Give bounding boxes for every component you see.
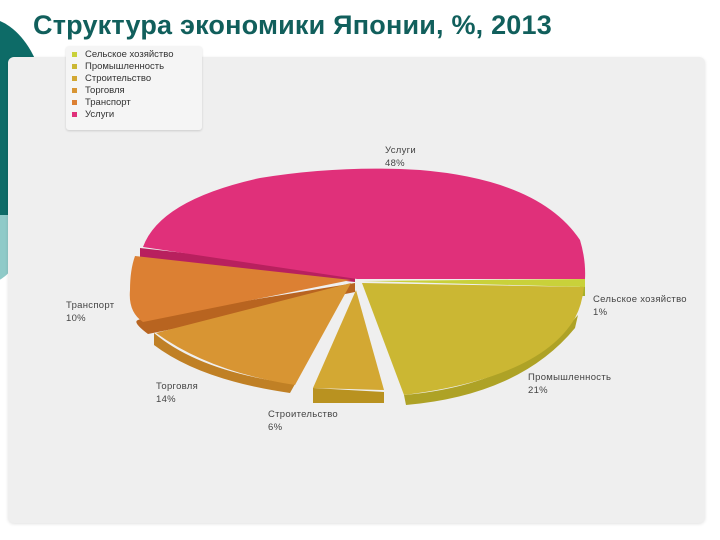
slice-industry (362, 283, 584, 395)
legend-swatch-icon (72, 100, 77, 105)
slice-trade-side (154, 333, 295, 393)
legend-swatch-icon (72, 64, 77, 69)
slice-trade (156, 283, 351, 385)
slice-construction (313, 290, 384, 390)
slice-services (143, 168, 586, 279)
chart-panel (8, 57, 705, 523)
slice-industry-side (404, 315, 578, 405)
data-label-construction: Строительство 6% (268, 409, 339, 433)
slice-services-side (140, 248, 355, 282)
data-label-transport: Транспорт 10% (66, 300, 115, 324)
data-label-services: Услуги 48% (385, 145, 417, 169)
legend-swatch-icon (72, 112, 77, 117)
legend-swatch-icon (72, 88, 77, 93)
data-label-agriculture: Сельское хозяйство 1% (593, 294, 687, 318)
legend-swatch-icon (72, 52, 77, 57)
slice-construction-side (313, 388, 384, 403)
slice-transport (129, 256, 351, 322)
data-label-industry: Промышленность 21% (528, 372, 612, 396)
chart-legend: Сельское хозяйство Промышленность Строит… (66, 46, 202, 130)
slice-transport-side (136, 283, 355, 334)
slice-agriculture (362, 279, 585, 287)
data-label-trade: Торговля 14% (156, 381, 199, 405)
legend-swatch-icon (72, 76, 77, 81)
page-title: Структура экономики Японии, %, 2013 (33, 10, 552, 40)
